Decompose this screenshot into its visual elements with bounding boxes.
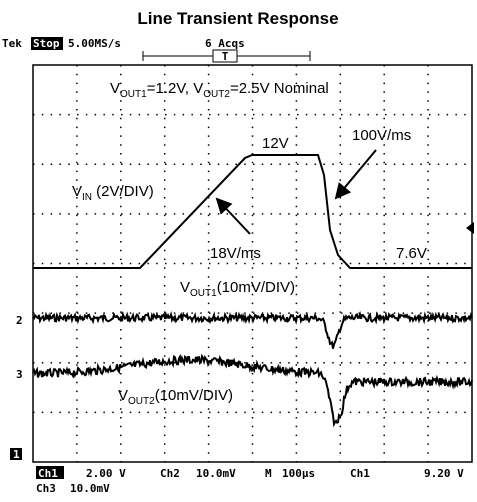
vin-trace — [33, 154, 472, 269]
footer-ch3-scale: 10.0mV — [70, 482, 110, 495]
brand: Tek — [2, 37, 22, 50]
vout2-label: VOUT2(10mV/DIV) — [118, 387, 233, 407]
title: Line Transient Response — [137, 9, 338, 28]
rise-rate-label: 18V/ms — [210, 245, 261, 262]
ch2-marker: 2 — [16, 314, 23, 327]
fall-arrow — [334, 149, 377, 200]
footer-ch1-scale: 2.00 V — [86, 467, 126, 480]
ch1-marker-box — [10, 448, 22, 460]
footer-time: 100µs — [282, 467, 315, 480]
vin-label: VIN (2V/DIV) — [72, 183, 154, 203]
rate: 5.00MS/s — [68, 37, 121, 50]
rise-arrow — [215, 197, 251, 235]
ch1-box — [36, 466, 64, 479]
state: Stop — [33, 37, 60, 50]
ch3-marker: 3 — [16, 368, 23, 381]
footer-trig-level: 9.20 V — [424, 467, 464, 480]
ch1-marker: 1 — [13, 448, 20, 461]
state-box — [31, 37, 63, 50]
fall-rate-label: 100V/ms — [352, 127, 411, 144]
footer-ch3: Ch3 — [36, 482, 56, 495]
screen — [32, 64, 473, 463]
footer-ch2: Ch2 — [160, 467, 180, 480]
vout1-label: VOUT1(10mV/DIV) — [180, 279, 295, 299]
trigger-level-marker — [466, 222, 474, 234]
vout2-trace — [32, 353, 473, 428]
footer-trig-ch: Ch1 — [350, 467, 370, 480]
trigger-box — [212, 49, 238, 63]
footer-m: M — [265, 467, 272, 480]
footer-ch1: Ch1 — [38, 467, 58, 480]
vout1-trace — [32, 310, 473, 349]
peak-label: 12V — [262, 135, 289, 152]
trigger: T — [222, 50, 229, 63]
traces — [32, 154, 473, 428]
base-label: 7.6V — [396, 245, 427, 262]
acqs: 6 Acqs — [205, 37, 245, 50]
nominal-label: VOUT1=1.2V, VOUT2=2.5V Nominal — [110, 80, 329, 100]
footer-ch2-scale: 10.0mV — [196, 467, 236, 480]
